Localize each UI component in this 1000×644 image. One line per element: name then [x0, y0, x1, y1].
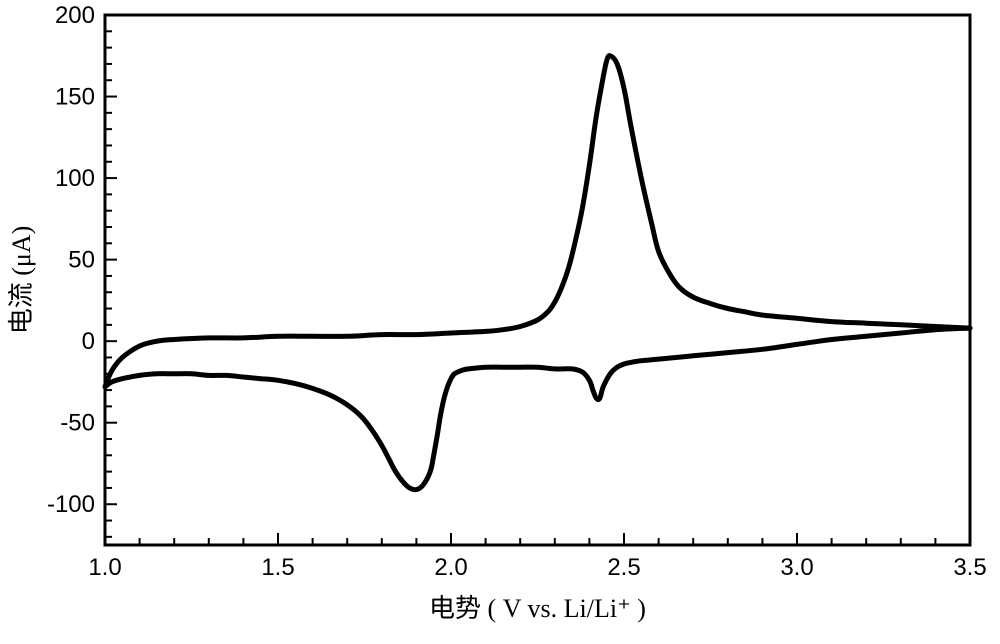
y-axis-title: 电流 (μA) [7, 226, 36, 335]
y-tick-label: 150 [55, 84, 95, 111]
y-tick-label: -50 [60, 410, 95, 437]
x-axis-title: 电势 ( V vs. Li/Li⁺ ) [429, 594, 646, 623]
y-tick-label: 0 [82, 328, 95, 355]
cv-chart: 1.0 1.5 2.0 2.5 3.0 3.5 -100 -50 0 50 100 150 200 电势 … [0, 0, 1000, 644]
x-tick-label: 2.5 [607, 554, 640, 581]
y-tick-label: 50 [68, 247, 95, 274]
y-tick-label: -100 [47, 491, 95, 518]
x-tick-label: 3.0 [780, 554, 813, 581]
y-tick-label: 100 [55, 165, 95, 192]
x-tick-label: 2.0 [434, 554, 467, 581]
chart-svg: 1.0 1.5 2.0 2.5 3.0 3.5 -100 -50 0 50 100 150 200 电势 … [0, 0, 1000, 644]
x-tick-label: 1.5 [261, 554, 294, 581]
x-tick-label: 1.0 [88, 554, 121, 581]
axis-frame [105, 15, 970, 545]
x-tick-label: 3.5 [953, 554, 986, 581]
y-tick-label: 200 [55, 2, 95, 29]
cv-curve-reverse-sweep [105, 328, 970, 490]
